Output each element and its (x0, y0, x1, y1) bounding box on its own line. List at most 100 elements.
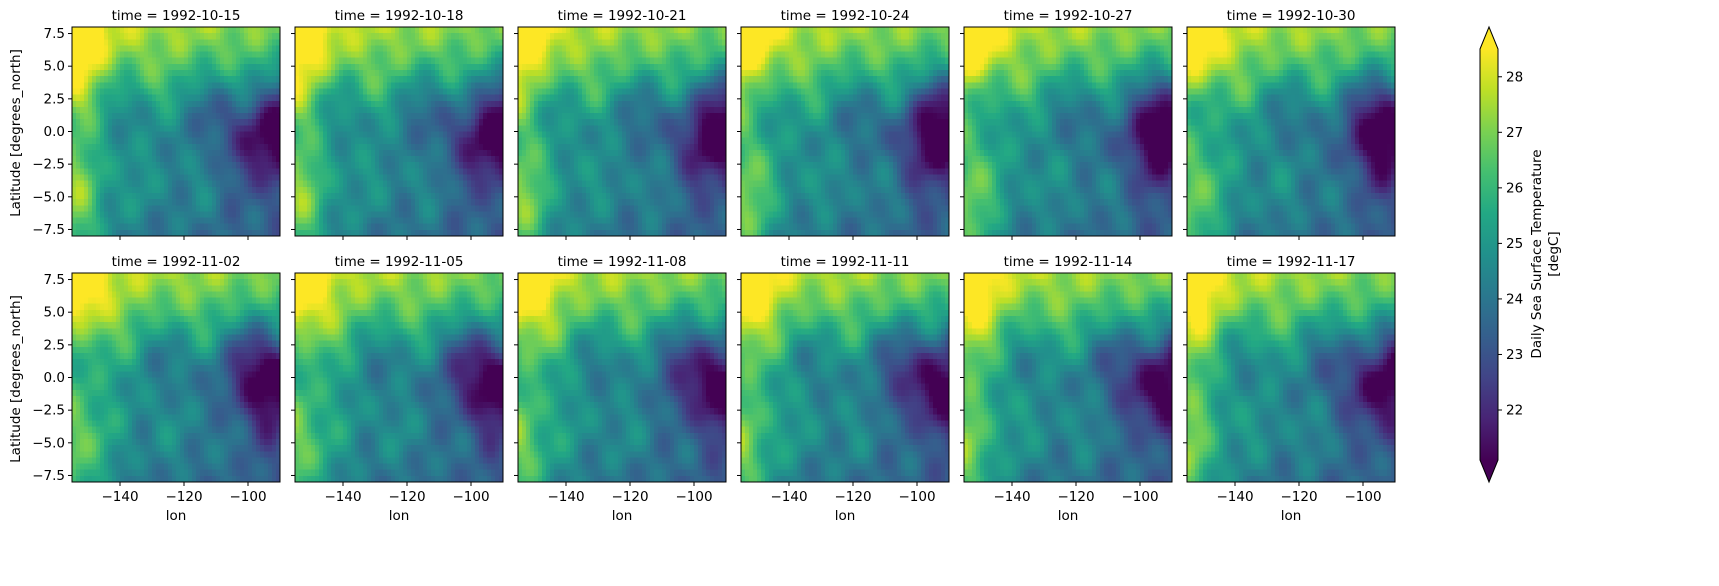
heatmap-cell (455, 39, 460, 47)
heatmap-cell (530, 113, 535, 120)
heatmap-cell (578, 174, 583, 182)
heatmap-cell (164, 192, 169, 200)
heatmap-cell (168, 70, 173, 77)
heatmap-cell (228, 45, 233, 53)
heatmap-cell (650, 39, 655, 47)
heatmap-cell (538, 45, 543, 53)
heatmap-cell (682, 186, 687, 194)
heatmap-cell (104, 180, 109, 188)
heatmap-cell (391, 131, 396, 139)
heatmap-cell (435, 168, 440, 176)
heatmap-cell (152, 94, 157, 102)
heatmap-cell (184, 186, 189, 194)
heatmap-cell (522, 125, 527, 133)
heatmap-cell (642, 137, 647, 145)
heatmap-cell (431, 57, 436, 65)
heatmap-cell (439, 211, 444, 219)
heatmap-cell (343, 229, 348, 237)
heatmap-cell (180, 168, 185, 176)
heatmap-cell (678, 100, 683, 108)
heatmap-cell (451, 39, 456, 47)
heatmap-cell (427, 70, 432, 77)
heatmap-cell (144, 149, 149, 157)
heatmap-cell (566, 180, 571, 188)
heatmap-cell (554, 180, 559, 188)
heatmap-cell (642, 174, 647, 182)
heatmap-cell (160, 192, 165, 200)
heatmap-cell (578, 125, 583, 133)
heatmap-cell (359, 70, 364, 77)
heatmap-cell (331, 88, 336, 96)
heatmap-cell (144, 192, 149, 200)
heatmap-2 (295, 27, 504, 237)
heatmap-cell (554, 39, 559, 47)
heatmap-cell (443, 186, 448, 194)
heatmap-cell (307, 27, 312, 34)
heatmap-cell (383, 45, 388, 53)
heatmap-cell (371, 63, 376, 71)
heatmap-cell (698, 51, 703, 59)
heatmap-cell (200, 149, 205, 157)
heatmap-cell (355, 180, 360, 188)
heatmap-cell (594, 88, 599, 96)
heatmap-cell (184, 229, 189, 237)
heatmap-cell (598, 174, 603, 182)
heatmap-cell (104, 27, 109, 34)
heatmap-cell (479, 131, 484, 139)
heatmap-cell (602, 156, 607, 163)
heatmap-cell (578, 94, 583, 102)
heatmap-cell (339, 33, 344, 40)
heatmap-cell (670, 63, 675, 71)
heatmap-cell (451, 168, 456, 176)
heatmap-cell (590, 125, 595, 133)
heatmap-cell (367, 131, 372, 139)
heatmap-cell (574, 113, 579, 120)
heatmap-cell (614, 39, 619, 47)
heatmap-cell (431, 45, 436, 53)
heatmap-cell (670, 162, 675, 169)
heatmap-cell (403, 143, 408, 151)
heatmap-cell (606, 186, 611, 194)
heatmap-cell (76, 199, 81, 206)
heatmap-cell (295, 113, 300, 120)
heatmap-cell (315, 76, 320, 83)
heatmap-cell (124, 229, 129, 237)
heatmap-cell (363, 39, 368, 47)
heatmap-cell (622, 143, 627, 151)
heatmap-cell (96, 33, 101, 40)
y-tick-label: 2.5 (44, 91, 65, 107)
heatmap-cell (272, 45, 277, 53)
heatmap-cell (220, 174, 225, 182)
heatmap-cell (586, 100, 591, 108)
heatmap-cell (578, 131, 583, 139)
heatmap-cell (475, 223, 480, 231)
heatmap-cell (144, 174, 149, 182)
heatmap-cell (495, 88, 500, 96)
heatmap-cell (144, 211, 149, 219)
heatmap-cell (463, 199, 468, 206)
heatmap-cell (435, 113, 440, 120)
heatmap-cell (160, 27, 165, 34)
heatmap-cell (240, 106, 245, 114)
heatmap-cell (220, 229, 225, 237)
heatmap-cell (419, 174, 424, 182)
heatmap-cell (694, 137, 699, 145)
heatmap-cell (192, 168, 197, 176)
heatmap-cell (439, 51, 444, 59)
heatmap-cell (236, 180, 241, 188)
heatmap-cell (303, 27, 308, 34)
heatmap-cell (666, 162, 671, 169)
heatmap-cell (192, 51, 197, 59)
heatmap-cell (642, 27, 647, 34)
heatmap-cell (224, 39, 229, 47)
heatmap-cell (435, 211, 440, 219)
heatmap-cell (662, 186, 667, 194)
heatmap-cell (642, 39, 647, 47)
heatmap-cell (108, 94, 113, 102)
heatmap-cell (96, 57, 101, 65)
heatmap-cell (200, 63, 205, 71)
heatmap-cell (335, 199, 340, 206)
heatmap-cell (646, 39, 651, 47)
heatmap-cell (124, 149, 129, 157)
heatmap-cell (582, 162, 587, 169)
